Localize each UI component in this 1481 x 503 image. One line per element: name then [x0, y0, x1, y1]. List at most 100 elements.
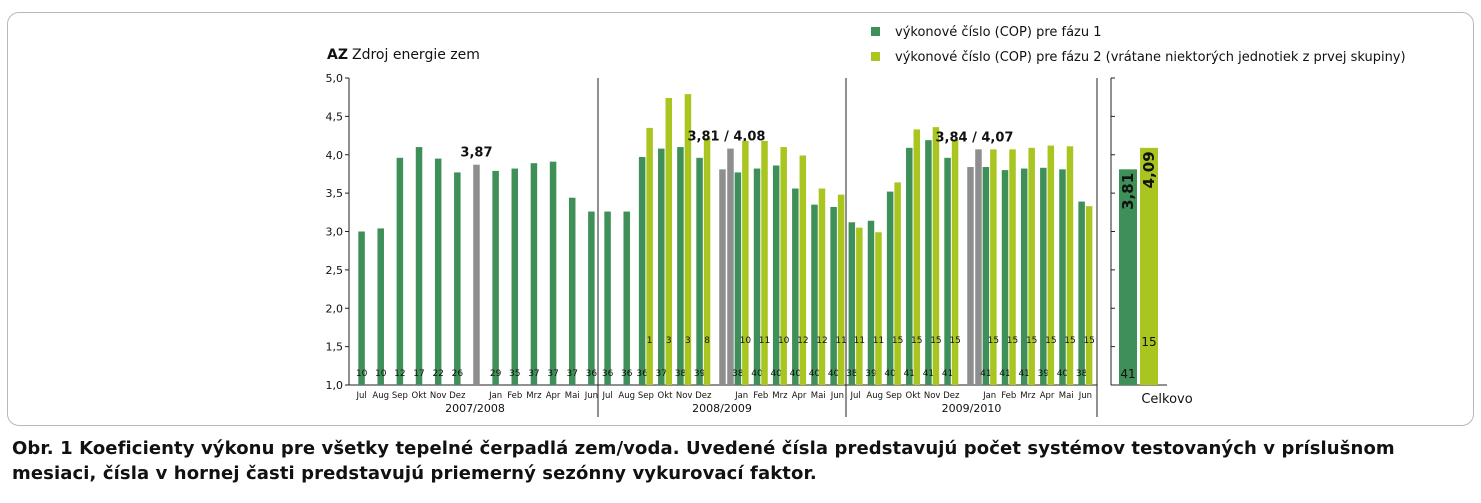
month-label: Jun: [584, 391, 598, 401]
count-label-phase1: 12: [394, 369, 405, 379]
y-tick-label: 3,5: [326, 187, 344, 200]
bar-phase1: [848, 222, 856, 385]
bar-phase2: [1085, 206, 1093, 385]
month-label: Aug: [618, 391, 635, 401]
y-tick-label: 4,0: [326, 149, 344, 162]
count-label-phase2: 15: [1026, 336, 1037, 346]
count-label-phase2: 15: [988, 336, 999, 346]
count-label-phase1: 41: [923, 369, 934, 379]
bar-phase2: [1028, 147, 1035, 385]
bar-phase1: [792, 188, 799, 385]
count-label-phase2: 10: [740, 336, 752, 346]
month-label: Mai: [1059, 391, 1074, 401]
count-label-phase1: 41: [999, 369, 1010, 379]
bar-phase1: [906, 147, 913, 385]
bar-phase1: [377, 228, 384, 385]
month-label: Mrz: [772, 391, 788, 401]
month-label: Jul: [355, 391, 366, 401]
month-label: Apr: [1040, 391, 1055, 401]
bar-phase2: [837, 194, 845, 385]
count-label-phase2: 15: [1045, 336, 1056, 346]
count-label-phase1: 36: [602, 369, 614, 379]
count-label-phase1: 39: [1038, 369, 1050, 379]
overall-value-phase1: 3,81: [1119, 173, 1137, 210]
month-label: Sep: [886, 391, 902, 401]
count-label-phase2: 15: [1064, 336, 1075, 346]
month-label: Jun: [1078, 391, 1092, 401]
month-label: Aug: [372, 391, 389, 401]
bar-phase1: [511, 168, 519, 385]
bar-phase1: [549, 161, 557, 385]
y-tick-label: 1,5: [326, 341, 344, 354]
count-label-phase1: 41: [942, 369, 953, 379]
bar-phase1: [811, 204, 818, 385]
month-label: Jul: [601, 391, 612, 401]
season-label: 2007/2008: [445, 402, 505, 415]
average-bar-phase2: [727, 148, 734, 385]
overall-value-phase2: 4,09: [1140, 151, 1158, 188]
month-label: Apr: [792, 391, 807, 401]
bar-phase1: [492, 170, 499, 385]
count-label-phase1: 40: [884, 369, 896, 379]
month-label: Apr: [546, 391, 561, 401]
y-tick-label: 3,0: [326, 226, 344, 239]
average-label: 3,81 / 4,08: [687, 130, 765, 145]
bar-phase1: [734, 172, 742, 385]
count-label-phase2: 11: [759, 336, 770, 346]
bar-phase2: [818, 188, 826, 385]
month-label: Nov: [676, 391, 693, 401]
legend-swatch-phase2: [871, 52, 880, 61]
bar-phase1: [1040, 167, 1047, 385]
count-label-phase2: 15: [892, 336, 903, 346]
bar-phase1: [830, 206, 837, 385]
bar-phase1: [454, 172, 461, 385]
bar-phase2: [856, 227, 863, 385]
y-tick-label: 4,5: [326, 110, 344, 123]
bar-phase1: [677, 147, 684, 385]
bar-phase1: [588, 211, 595, 385]
overall-count-phase1: 41: [1120, 367, 1135, 381]
count-label-phase2: 11: [854, 336, 865, 346]
bar-phase1: [604, 211, 611, 385]
month-label: Jan: [982, 391, 996, 401]
bar-phase1: [638, 157, 646, 385]
month-label: Sep: [392, 391, 408, 401]
month-label: Dez: [449, 391, 466, 401]
bar-phase2: [684, 94, 692, 386]
overall-bar-phase2: [1140, 147, 1158, 385]
month-label: Jan: [734, 391, 748, 401]
count-label-phase1: 40: [770, 369, 782, 379]
count-label-phase1: 37: [547, 369, 558, 379]
count-label-phase1: 40: [809, 369, 821, 379]
month-label: Jun: [830, 391, 844, 401]
bar-phase2: [894, 182, 901, 385]
count-label-phase2: 11: [873, 336, 884, 346]
bar-phase1: [358, 231, 365, 385]
bar-phase2: [1047, 145, 1055, 385]
month-label: Nov: [430, 391, 447, 401]
count-label-phase1: 38: [675, 369, 687, 379]
bar-phase2: [780, 147, 787, 385]
count-label-phase1: 26: [452, 369, 464, 379]
average-bar: [719, 169, 726, 385]
bar-phase1: [886, 191, 894, 385]
count-label-phase2: 10: [778, 336, 790, 346]
month-label: Mrz: [1020, 391, 1036, 401]
count-label-phase2: 15: [911, 336, 922, 346]
average-label: 3,84 / 4,07: [935, 130, 1013, 145]
bar-phase1: [772, 165, 780, 385]
legend-swatch-phase1: [871, 27, 880, 36]
count-label-phase1: 17: [413, 369, 424, 379]
legend-label-phase1: výkonové číslo (COP) pre fázu 1: [895, 25, 1102, 40]
count-label-phase1: 40: [790, 369, 802, 379]
bar-phase1: [1020, 168, 1028, 385]
bar-phase1: [396, 157, 404, 385]
count-label-phase1: 40: [751, 369, 763, 379]
month-label: Aug: [866, 391, 883, 401]
count-label-phase1: 41: [980, 369, 991, 379]
overall-bar-phase1: [1119, 169, 1137, 385]
season-label: 2008/2009: [692, 402, 752, 415]
y-tick-label: 2,0: [326, 302, 344, 315]
count-label-phase2: 15: [930, 336, 941, 346]
bar-phase1: [944, 157, 951, 385]
